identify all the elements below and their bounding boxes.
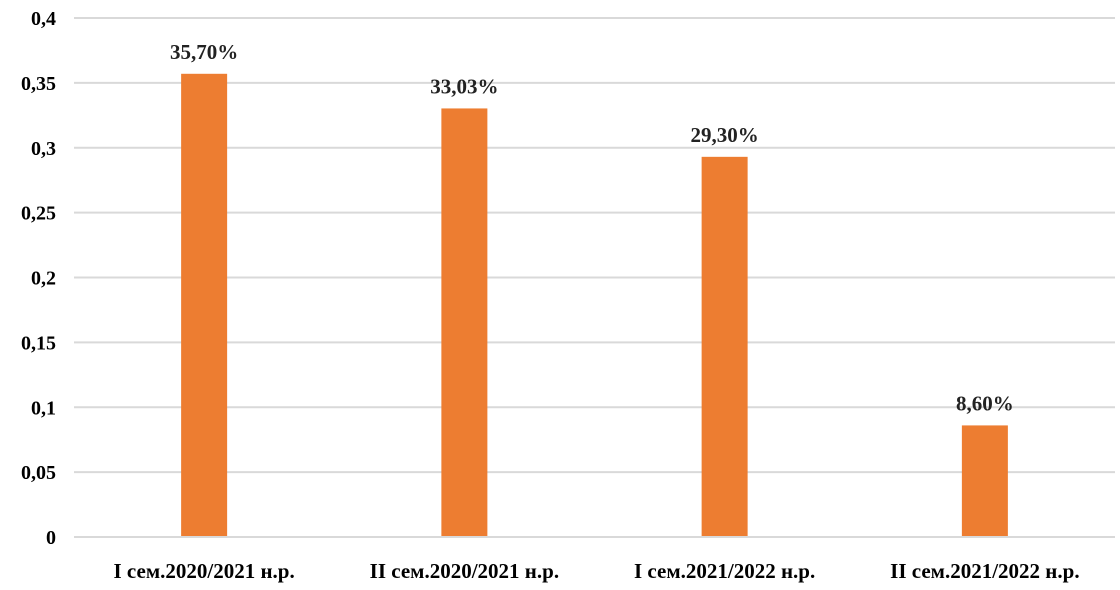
y-tick-label: 0 — [46, 527, 56, 549]
y-axis-tick-labels: 0 0,05 0,1 0,15 0,2 0,25 0,3 0,35 0,4 — [21, 8, 56, 549]
y-tick-label: 0,15 — [21, 332, 56, 354]
y-tick-label: 0,35 — [21, 73, 56, 95]
data-label: 33,03% — [430, 74, 498, 98]
x-category-label: II сем.2021/2022 н.р. — [890, 559, 1079, 583]
data-labels: 35,70% 33,03% 29,30% 8,60% — [170, 40, 1014, 416]
bars — [181, 73, 1008, 537]
y-tick-label: 0,2 — [31, 268, 56, 290]
x-category-label: I сем.2020/2021 н.р. — [114, 559, 295, 583]
bar — [181, 73, 228, 537]
y-tick-label: 0,4 — [31, 8, 56, 30]
data-label: 8,60% — [956, 391, 1014, 415]
x-category-label: I сем.2021/2022 н.р. — [634, 559, 815, 583]
data-label: 29,30% — [691, 123, 759, 147]
bar — [961, 425, 1008, 537]
bar — [701, 156, 748, 537]
grid-lines — [74, 17, 1115, 474]
y-tick-label: 0,05 — [21, 462, 56, 484]
x-axis-category-labels: I сем.2020/2021 н.р. II сем.2020/2021 н.р… — [114, 559, 1080, 583]
data-label: 35,70% — [170, 40, 238, 64]
bar — [441, 108, 488, 537]
y-tick-label: 0,25 — [21, 203, 56, 225]
y-tick-label: 0,1 — [31, 397, 56, 419]
y-tick-label: 0,3 — [31, 138, 56, 160]
x-category-label: II сем.2020/2021 н.р. — [370, 559, 559, 583]
